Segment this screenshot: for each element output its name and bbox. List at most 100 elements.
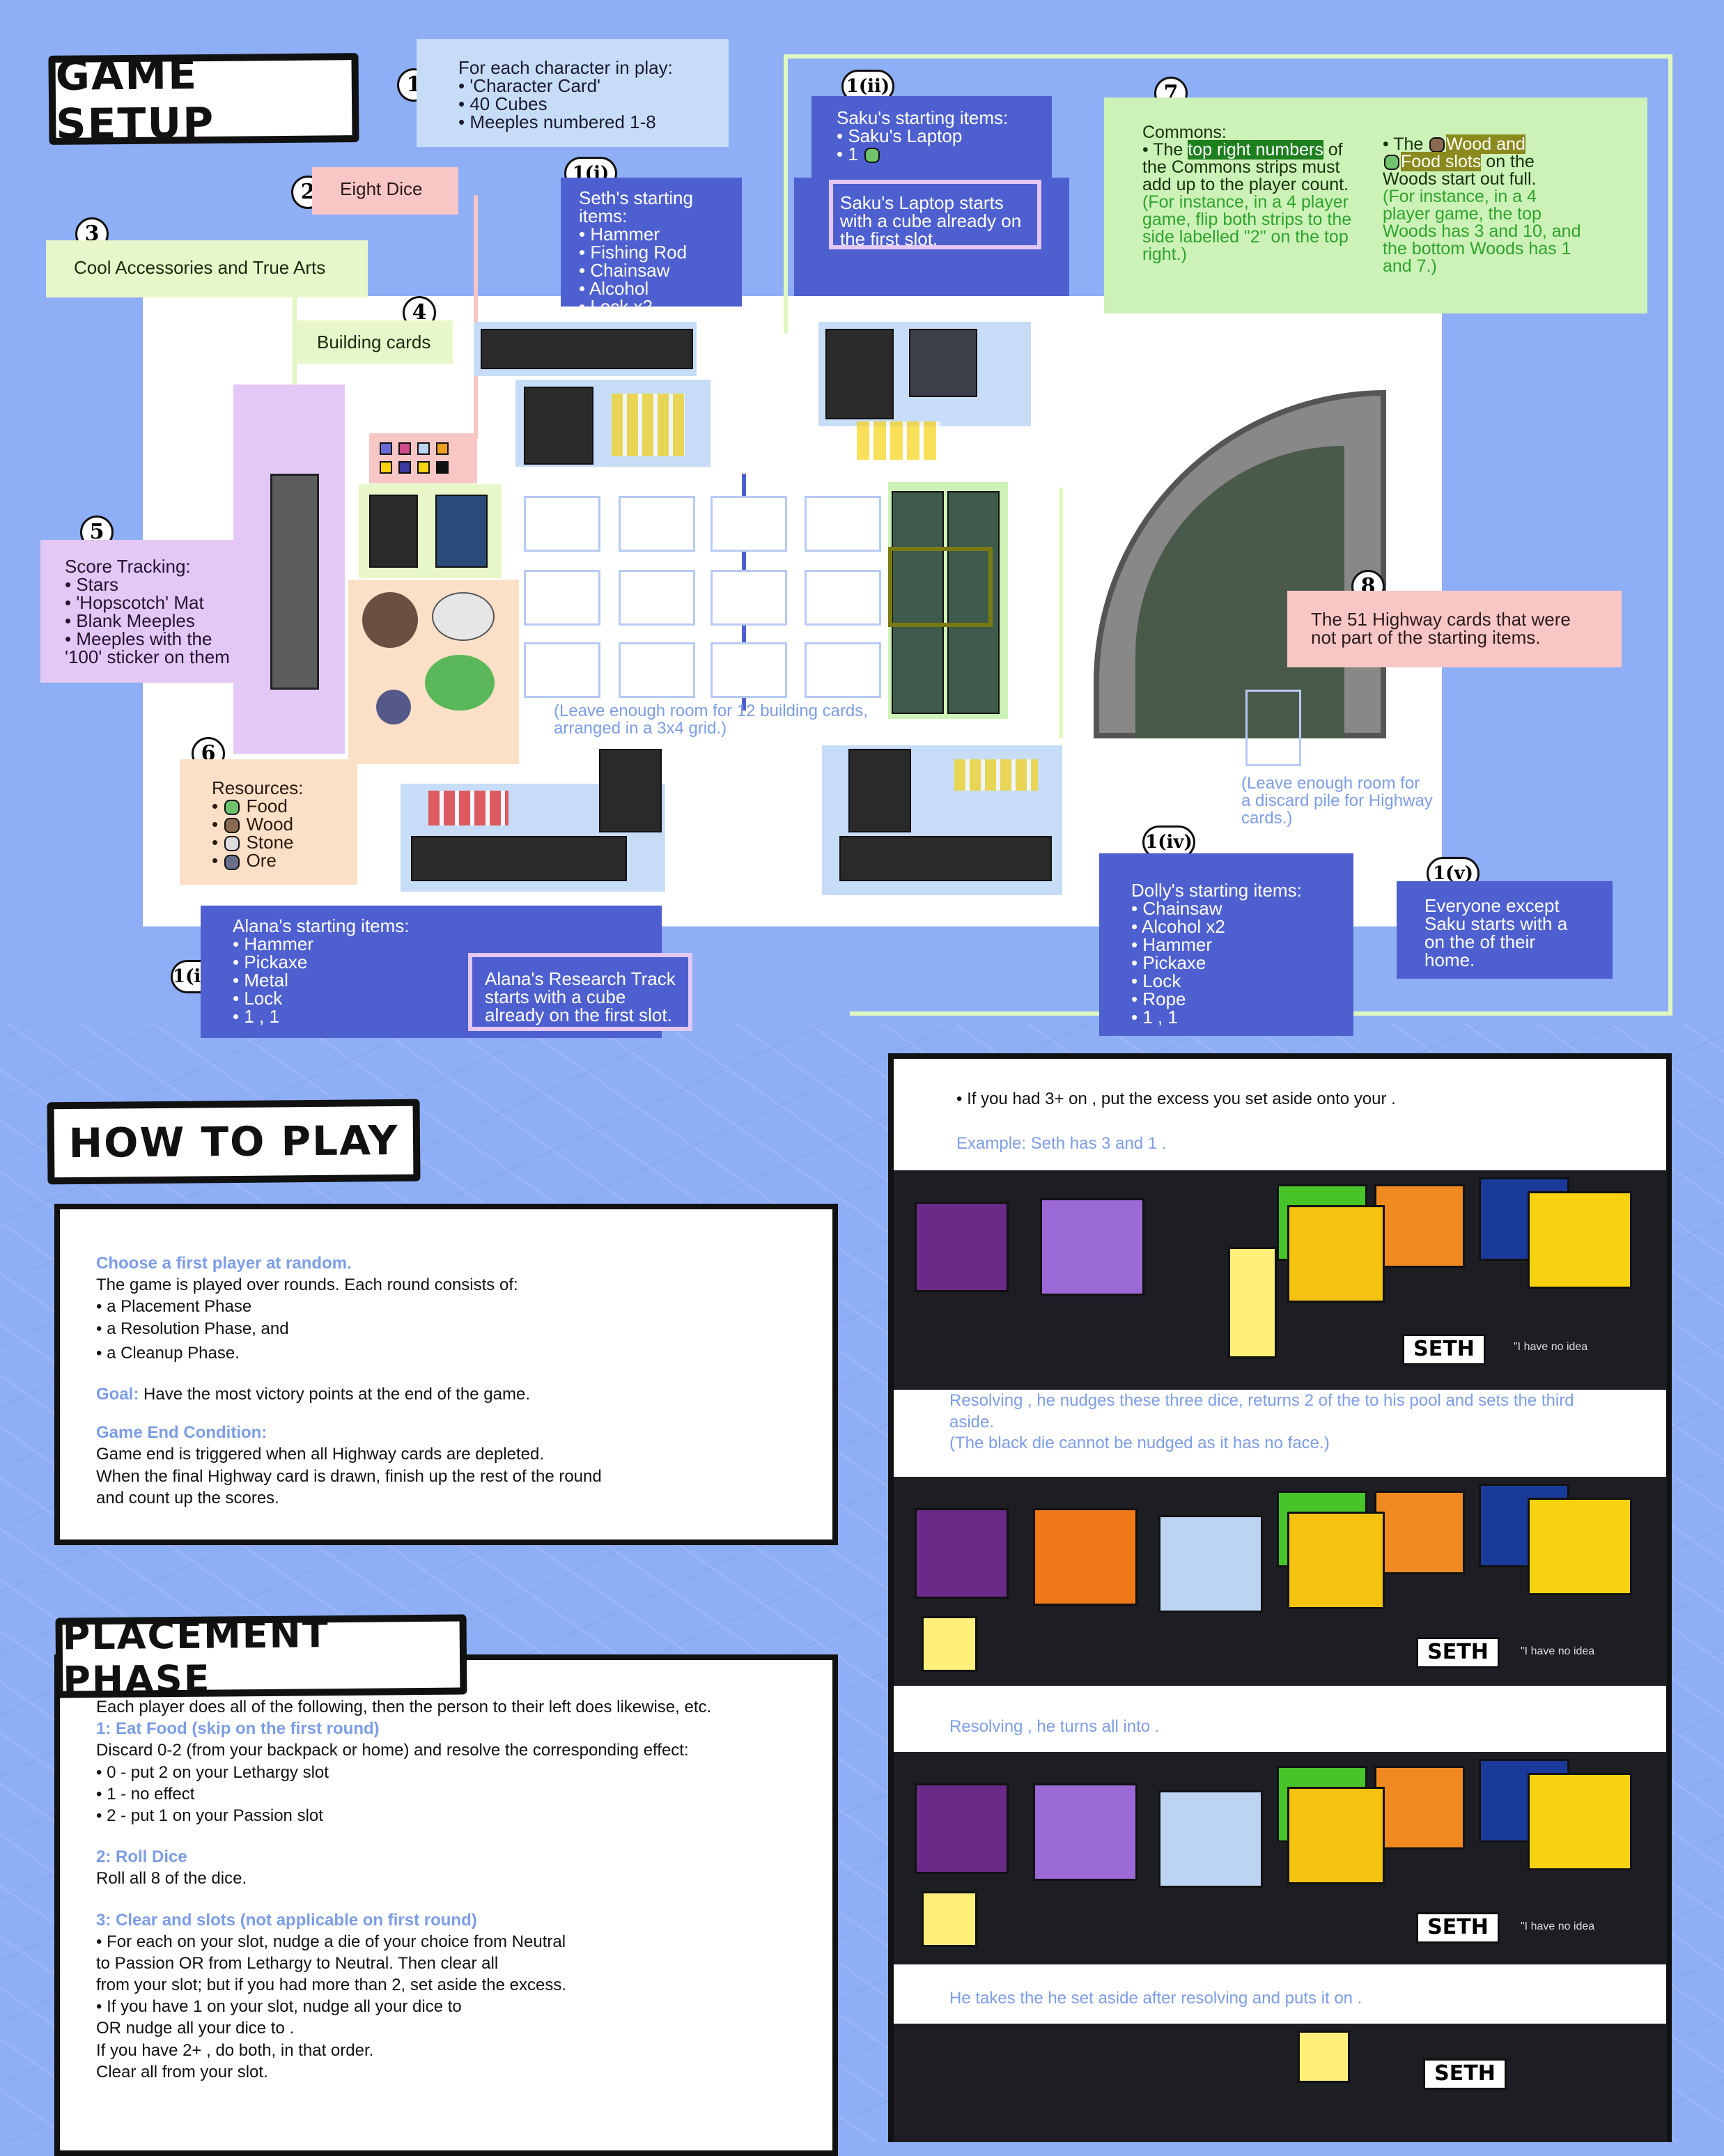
discard-note: (Leave enough room for a discard pile fo… (1241, 774, 1433, 828)
building-slot (710, 642, 787, 698)
commons-note: Commons: • The top right numbers of the … (1104, 98, 1647, 313)
die (417, 461, 430, 474)
die (436, 442, 449, 455)
step-text: Discard 0-2 (from your backpack or home)… (96, 1741, 689, 1760)
dice-tray (369, 433, 477, 483)
connector-line (1059, 488, 1063, 738)
star-tokens (428, 791, 508, 825)
list-item: • a Cleanup Phase. (96, 1343, 240, 1363)
wood-icon (224, 818, 240, 834)
wood-icon (1429, 137, 1445, 153)
die (436, 461, 449, 474)
connector-line (784, 54, 788, 333)
woods-highlight (888, 547, 993, 627)
building-slot (524, 496, 600, 552)
woods-example: (For instance, in a 4 player game, the t… (1383, 187, 1581, 276)
highway-note: The 51 Highway cards that were not part … (1287, 591, 1622, 667)
die-cube (915, 1202, 1009, 1292)
connector-line (474, 195, 478, 439)
card-text: "I have no idea (1521, 1645, 1595, 1657)
die-cube (915, 1783, 1009, 1874)
text: on the Woods start out full. (1383, 152, 1537, 189)
building-cards-label: Building cards (296, 320, 453, 364)
list-item: 'Character Card' (458, 77, 687, 95)
resources-note: Resources: • Food • Wood • Stone • Ore (180, 759, 357, 885)
grid-note: (Leave enough room for 12 building cards… (554, 701, 868, 738)
list-item: • 0 - put 2 on your Lethargy slot (96, 1762, 329, 1782)
list-item: Metal (233, 971, 433, 989)
building-slot (805, 642, 881, 698)
dice-scene-1: SETH "I have no idea (894, 1170, 1667, 1390)
list-item: Meeples with the '100' sticker on them (65, 630, 239, 666)
commons-heading: Commons: (1142, 123, 1227, 142)
text: • The (1142, 140, 1188, 160)
step-line: Clear all from your slot. (96, 2062, 268, 2081)
score-heading: Score Tracking: (65, 556, 191, 577)
saku-laptop-card (825, 329, 894, 419)
text: of the Commons strips must add up to the… (1142, 140, 1349, 194)
placement-intro: Each player does all of the following, t… (96, 1698, 712, 1716)
dolly-items: Dolly's starting items: Chainsaw Alcohol… (1099, 853, 1353, 1036)
end-line: Game end is triggered when all Highway c… (96, 1445, 545, 1464)
star-tokens (954, 759, 1038, 791)
cube (922, 1616, 977, 1672)
die-cube (1158, 1515, 1263, 1613)
choose-first-player: Choose a first player at random. (96, 1254, 352, 1273)
hopscotch-mat (270, 474, 319, 690)
building-slot (524, 642, 600, 698)
step-text: Roll all 8 of the dice. (96, 1869, 247, 1889)
placement-title: PLACEMENT PHASE (55, 1612, 467, 1702)
setup-title: GAME SETUP (48, 50, 359, 149)
list-item: Hammer (1131, 936, 1321, 954)
building-slot (619, 642, 695, 698)
step-line: • If you have 1 on your slot, nudge all … (96, 1997, 462, 2017)
connector-line (1668, 54, 1672, 1016)
list-item: Chainsaw (1131, 899, 1321, 917)
accessories-label: Cool Accessories and True Arts (46, 240, 368, 297)
takes-line: He takes the he set aside after resolvin… (949, 1989, 1362, 2008)
alana-note: Alana's Research Track starts with a cub… (468, 953, 692, 1031)
list-item: Blank Meeples (65, 612, 239, 630)
rounds-intro: The game is played over rounds. Each rou… (96, 1275, 518, 1295)
list-item: Pickaxe (233, 953, 433, 971)
list-item: Alcohol x2 (1131, 917, 1321, 936)
placement-panel: Each player does all of the following, t… (54, 1654, 838, 2156)
list-item: • a Placement Phase (96, 1297, 252, 1317)
step-line: from your slot; but if you had more than… (96, 1976, 567, 1995)
food-icon (864, 148, 880, 164)
card-text: "I have no idea (1514, 1341, 1588, 1353)
die-cube (1033, 1783, 1137, 1881)
list-item: Meeples numbered 1-8 (458, 113, 687, 131)
alana-items: Alana's starting items: Hammer Pickaxe M… (201, 906, 465, 1038)
list-item: • 1 - no effect (96, 1784, 195, 1804)
list-item: • Ore (212, 850, 277, 871)
step-title: 2: Roll Dice (96, 1847, 187, 1867)
list-item: • Wood (212, 814, 294, 835)
die (417, 442, 430, 455)
saku-character-card (909, 329, 977, 397)
goal-line: Goal: Have the most victory points at th… (96, 1384, 530, 1404)
list-item: Alcohol (579, 279, 724, 297)
building-slot (524, 570, 600, 626)
building-slot (710, 570, 787, 626)
discard-slot (1245, 690, 1301, 766)
saku-heading: Saku's starting items: (837, 107, 1009, 128)
characters-note: For each character in play: 'Character C… (417, 39, 729, 147)
everyone-note: Everyone except Saku starts with a on th… (1397, 881, 1613, 979)
list-item: Hammer (579, 225, 724, 243)
list-item: Pickaxe (1131, 954, 1321, 972)
text: • The (1383, 134, 1429, 154)
commons-example: (For instance, in a 4 player game, flip … (1142, 192, 1352, 264)
step-line: If you have 2+ , do both, in that order. (96, 2040, 374, 2060)
end-line: When the final Highway card is drawn, fi… (96, 1466, 602, 1486)
star-tokens (612, 394, 685, 456)
highlight: top right numbers (1188, 140, 1323, 160)
highlight: Wood and (1446, 134, 1525, 154)
step-line: • For each on your slot, nudge a die of … (96, 1932, 566, 1951)
die-cube (1528, 1498, 1632, 1595)
howto-title: HOW TO PLAY (47, 1099, 421, 1185)
connector-line (784, 54, 1672, 59)
die-cube (1374, 1766, 1465, 1849)
card-text: "I have no idea (1521, 1921, 1595, 1932)
food-pile (425, 655, 495, 711)
